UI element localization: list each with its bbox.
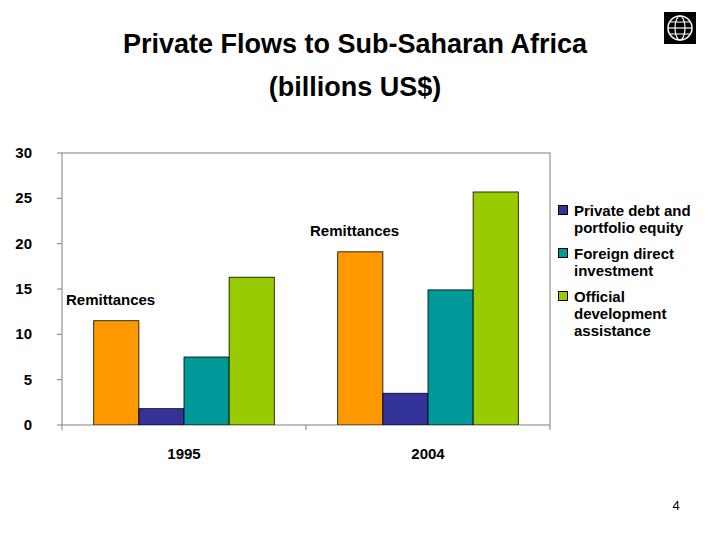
icon-bg	[664, 12, 696, 44]
title: Private Flows to Sub-Saharan Africa	[123, 29, 588, 59]
bar	[338, 252, 383, 425]
legend-label: Official development assistance	[574, 288, 698, 339]
y-tick-label: 0	[24, 416, 32, 433]
icon-lat	[670, 34, 690, 35]
bar	[473, 192, 518, 425]
y-tick	[57, 198, 62, 199]
y-tick-label: 30	[15, 144, 32, 161]
y-tick-label: 25	[15, 189, 32, 206]
y-tick	[57, 243, 62, 244]
legend-swatch	[558, 248, 568, 258]
bars	[94, 192, 519, 425]
plot-frame	[62, 153, 550, 425]
x-tick-label: 2004	[411, 445, 445, 462]
legend-label: Private debt and portfolio equity	[574, 202, 698, 236]
y-tick	[57, 289, 62, 290]
annotation: Remittances	[310, 222, 399, 239]
icon-equator	[668, 27, 692, 28]
bar	[229, 277, 274, 425]
icon-circle	[668, 16, 692, 40]
legend-swatch	[558, 291, 568, 301]
x-separator	[306, 425, 307, 430]
x-separator	[550, 425, 551, 430]
y-tick-label: 15	[15, 280, 32, 297]
x-separator	[62, 425, 63, 430]
y-tick-label: 20	[15, 235, 32, 252]
y-tick	[57, 153, 62, 154]
legend: Private debt and portfolio equity Foreign…	[558, 202, 698, 348]
annotation: Remittances	[66, 291, 155, 308]
x-tick-label: 1995	[167, 445, 200, 462]
bar	[428, 290, 473, 425]
legend-item: Foreign direct investment	[558, 245, 698, 279]
bar	[184, 357, 229, 425]
legend-item: Private debt and portfolio equity	[558, 202, 698, 236]
icon-lat	[670, 22, 690, 23]
bar	[383, 393, 428, 425]
y-tick	[57, 425, 62, 426]
legend-label: Foreign direct investment	[574, 245, 698, 279]
bar	[139, 409, 184, 425]
subtitle: (billions US$)	[269, 72, 442, 102]
y-tick	[57, 334, 62, 335]
y-tick	[57, 379, 62, 380]
globe-icon	[664, 12, 696, 44]
page-number: 4	[672, 498, 679, 513]
bar	[94, 321, 139, 425]
legend-swatch	[558, 205, 568, 215]
legend-item: Official development assistance	[558, 288, 698, 339]
y-tick-label: 10	[15, 325, 32, 342]
y-tick-label: 5	[24, 371, 32, 388]
